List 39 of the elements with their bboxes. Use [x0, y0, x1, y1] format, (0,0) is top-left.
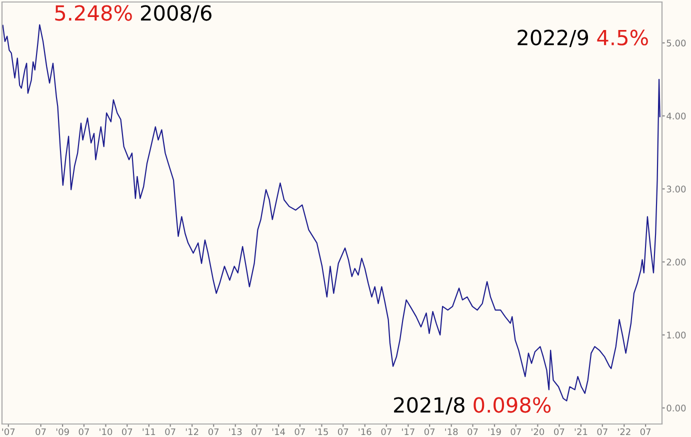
y-tick-label: 1.00: [667, 332, 686, 338]
x-tick-label: '18: [445, 428, 458, 436]
x-tick-label: 07: [424, 428, 435, 436]
x-tick-label: 07: [36, 428, 46, 436]
x-tick-label: '22: [618, 428, 630, 436]
x-tick-label: 07: [640, 428, 651, 436]
x-tick-label: 07: [381, 428, 392, 436]
annotation: 2022/9 4.5%: [518, 30, 648, 48]
x-tick-label: '09: [56, 428, 69, 436]
x-tick-label: 07: [208, 428, 219, 436]
x-tick-label: '20: [532, 428, 544, 436]
x-tick-label: '15: [316, 428, 328, 436]
x-tick-label: 07: [338, 428, 348, 436]
y-tick-label: 3.00: [666, 186, 686, 192]
x-tick-label: '11: [142, 428, 156, 436]
x-tick-label: '21: [574, 428, 588, 436]
y-tick-label: 4.00: [666, 112, 686, 120]
y-tick-label: 0.00: [666, 404, 686, 412]
x-tick-label: '13: [229, 428, 242, 436]
x-tick-label: 07: [165, 428, 176, 436]
annotation: 5.248% 2008/6: [55, 5, 212, 22]
x-tick-label: 07: [252, 428, 262, 436]
x-tick-label: '12: [186, 428, 198, 436]
x-tick-label: 07: [554, 428, 564, 436]
y-tick-label: 2.00: [666, 258, 686, 266]
x-tick-label: '07: [2, 428, 15, 436]
x-tick-label: '10: [100, 428, 112, 436]
annotation: 2021/8 0.098%: [394, 397, 551, 414]
x-tick-label: 07: [597, 428, 608, 436]
x-tick-label: '19: [488, 428, 501, 436]
x-tick-label: 07: [78, 428, 89, 436]
x-tick-label: 07: [122, 428, 132, 436]
x-tick-label: 07: [294, 428, 305, 436]
x-tick-label: '16: [358, 428, 372, 436]
y-tick-label: 5.00: [666, 40, 686, 46]
x-tick-label: '14: [272, 428, 286, 436]
x-tick-label: '17: [402, 428, 414, 436]
x-tick-label: 07: [510, 428, 521, 436]
x-tick-label: 07: [468, 428, 478, 436]
